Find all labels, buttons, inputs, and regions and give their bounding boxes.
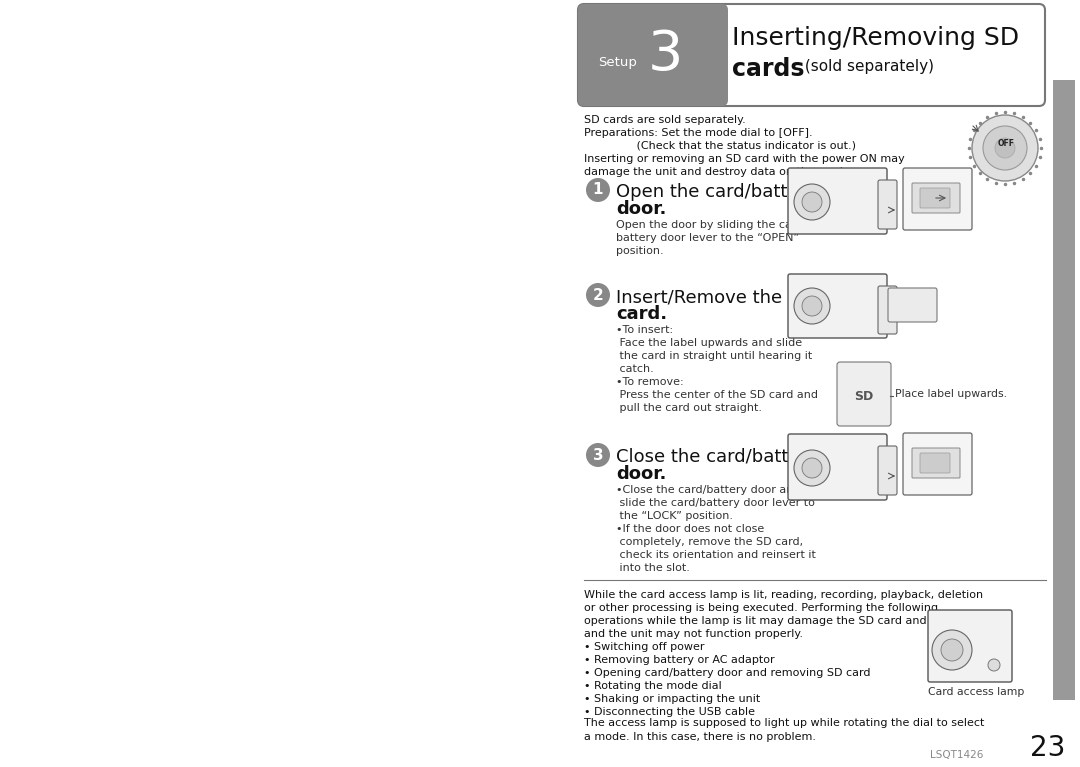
Text: Open the door by sliding the card/: Open the door by sliding the card/: [616, 220, 807, 230]
Circle shape: [794, 184, 831, 220]
Circle shape: [586, 443, 610, 467]
Text: operations while the lamp is lit may damage the SD card and its content: operations while the lamp is lit may dam…: [584, 616, 989, 626]
FancyBboxPatch shape: [928, 610, 1012, 682]
Text: SD: SD: [854, 390, 874, 403]
Circle shape: [995, 138, 1015, 158]
FancyBboxPatch shape: [878, 286, 897, 334]
FancyBboxPatch shape: [912, 183, 960, 213]
FancyBboxPatch shape: [788, 434, 887, 500]
Circle shape: [972, 115, 1038, 181]
Text: LOCK◄► OPEN: LOCK◄► OPEN: [909, 437, 959, 443]
Circle shape: [794, 288, 831, 324]
FancyBboxPatch shape: [903, 168, 972, 230]
FancyBboxPatch shape: [578, 4, 728, 106]
Text: the “LOCK” position.: the “LOCK” position.: [616, 511, 733, 521]
FancyBboxPatch shape: [578, 4, 1045, 106]
Text: Face the label upwards and slide: Face the label upwards and slide: [616, 338, 802, 348]
FancyBboxPatch shape: [878, 446, 897, 495]
Text: SD cards are sold separately.: SD cards are sold separately.: [584, 115, 746, 125]
Text: While the card access lamp is lit, reading, recording, playback, deletion: While the card access lamp is lit, readi…: [584, 590, 983, 600]
Text: • Disconnecting the USB cable: • Disconnecting the USB cable: [584, 707, 755, 717]
Text: •To insert:: •To insert:: [616, 325, 673, 335]
Circle shape: [802, 192, 822, 212]
Text: Card access lamp: Card access lamp: [928, 687, 1024, 697]
Text: Close the card/battery: Close the card/battery: [616, 448, 818, 466]
Text: 3: 3: [593, 447, 604, 463]
Text: damage the unit and destroy data on the card.: damage the unit and destroy data on the …: [584, 167, 847, 177]
Text: LSQT1426: LSQT1426: [930, 750, 984, 760]
Text: slide the card/battery door lever to: slide the card/battery door lever to: [616, 498, 815, 508]
Text: 23: 23: [1030, 734, 1066, 762]
Text: Insert/Remove the SD: Insert/Remove the SD: [616, 288, 813, 306]
Text: 3: 3: [647, 28, 683, 82]
FancyBboxPatch shape: [878, 180, 897, 229]
Text: LOCK◄► OPEN: LOCK◄► OPEN: [909, 172, 959, 178]
Text: Inserting/Removing SD: Inserting/Removing SD: [732, 26, 1020, 50]
Text: and the unit may not function properly.: and the unit may not function properly.: [584, 629, 804, 639]
Text: battery door lever to the “OPEN”: battery door lever to the “OPEN”: [616, 233, 799, 243]
Text: Setup: Setup: [598, 56, 637, 69]
Text: catch.: catch.: [616, 364, 653, 374]
FancyBboxPatch shape: [920, 453, 950, 473]
Text: door.: door.: [616, 200, 666, 218]
FancyBboxPatch shape: [788, 274, 887, 338]
Text: cards: cards: [732, 57, 805, 81]
Circle shape: [586, 178, 610, 202]
Text: card.: card.: [616, 305, 667, 323]
FancyBboxPatch shape: [888, 288, 937, 322]
FancyBboxPatch shape: [684, 10, 728, 100]
Text: Preparations: Set the mode dial to [OFF].: Preparations: Set the mode dial to [OFF]…: [584, 128, 812, 138]
Text: •If the door does not close: •If the door does not close: [616, 524, 765, 534]
FancyBboxPatch shape: [903, 433, 972, 495]
Text: • Switching off power: • Switching off power: [584, 642, 704, 652]
Text: (sold separately): (sold separately): [800, 59, 934, 74]
Text: a mode. In this case, there is no problem.: a mode. In this case, there is no proble…: [584, 732, 816, 742]
FancyBboxPatch shape: [837, 362, 891, 426]
Circle shape: [983, 126, 1027, 170]
Text: completely, remove the SD card,: completely, remove the SD card,: [616, 537, 804, 547]
FancyBboxPatch shape: [912, 448, 960, 478]
Circle shape: [988, 659, 1000, 671]
Text: 2: 2: [593, 288, 604, 302]
Text: the card in straight until hearing it: the card in straight until hearing it: [616, 351, 812, 361]
Text: SD CARD/BATTERY: SD CARD/BATTERY: [909, 218, 967, 223]
Circle shape: [941, 639, 963, 661]
Text: 1: 1: [593, 183, 604, 197]
Text: or other processing is being executed. Performing the following: or other processing is being executed. P…: [584, 603, 939, 613]
Circle shape: [794, 450, 831, 486]
Text: The access lamp is supposed to light up while rotating the dial to select: The access lamp is supposed to light up …: [584, 718, 984, 728]
Circle shape: [586, 283, 610, 307]
Text: Place label upwards.: Place label upwards.: [895, 389, 1007, 399]
Text: Press the center of the SD card and: Press the center of the SD card and: [616, 390, 818, 400]
Text: door.: door.: [616, 465, 666, 483]
Text: pull the card out straight.: pull the card out straight.: [616, 403, 762, 413]
Text: Inserting or removing an SD card with the power ON may: Inserting or removing an SD card with th…: [584, 154, 905, 164]
Text: • Rotating the mode dial: • Rotating the mode dial: [584, 681, 721, 691]
FancyBboxPatch shape: [920, 188, 950, 208]
Circle shape: [932, 630, 972, 670]
Text: •Close the card/battery door and: •Close the card/battery door and: [616, 485, 800, 495]
Text: •To remove:: •To remove:: [616, 377, 684, 387]
Text: Open the card/battery: Open the card/battery: [616, 183, 816, 201]
Text: into the slot.: into the slot.: [616, 563, 690, 573]
Text: (Check that the status indicator is out.): (Check that the status indicator is out.…: [584, 141, 856, 151]
Text: OFF: OFF: [998, 140, 1015, 149]
Text: • Opening card/battery door and removing SD card: • Opening card/battery door and removing…: [584, 668, 870, 678]
Text: • Removing battery or AC adaptor: • Removing battery or AC adaptor: [584, 655, 774, 665]
Circle shape: [802, 296, 822, 316]
FancyBboxPatch shape: [1053, 80, 1075, 700]
Text: position.: position.: [616, 246, 663, 256]
FancyBboxPatch shape: [788, 168, 887, 234]
Text: check its orientation and reinsert it: check its orientation and reinsert it: [616, 550, 815, 560]
Text: SD CARD/BATTERY: SD CARD/BATTERY: [909, 483, 967, 488]
Text: • Shaking or impacting the unit: • Shaking or impacting the unit: [584, 694, 760, 704]
Circle shape: [802, 458, 822, 478]
